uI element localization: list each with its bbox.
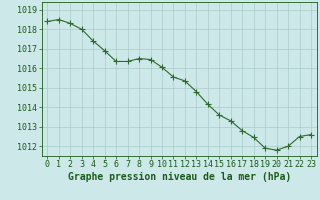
X-axis label: Graphe pression niveau de la mer (hPa): Graphe pression niveau de la mer (hPa) bbox=[68, 172, 291, 182]
